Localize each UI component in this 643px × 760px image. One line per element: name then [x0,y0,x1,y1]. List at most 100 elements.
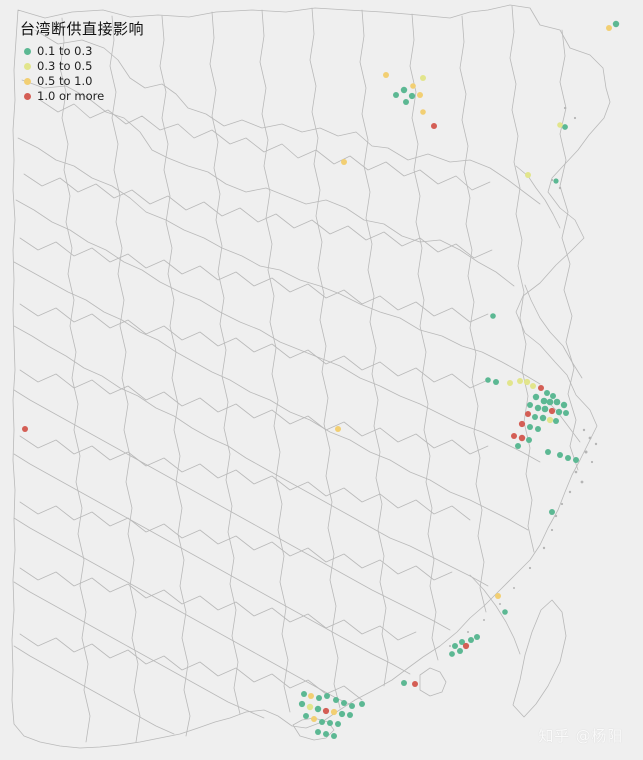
boundary-line [409,13,439,661]
islands-texture [449,106,598,647]
impact-point [540,397,548,405]
impact-point [530,383,536,389]
impact-point [341,700,347,706]
island-mark [542,546,546,550]
legend-item: 0.1 to 0.3 [24,44,220,59]
impact-point [534,404,542,412]
impact-point [462,642,470,650]
impact-point [548,407,556,415]
impact-point [527,424,533,430]
legend-title: 台湾断供直接影响 [20,20,145,38]
boundary-line [59,17,91,743]
impact-point [525,411,531,417]
impact-point [335,426,341,432]
boundary-line [259,9,291,713]
impact-point [507,380,513,386]
island-mark [574,470,578,474]
legend-item-label: 0.1 to 0.3 [37,44,93,58]
impact-point [306,703,314,711]
impact-point [330,708,338,716]
impact-point [431,123,437,129]
boundary-line [559,29,579,471]
impact-point [502,609,508,615]
boundary-line [469,574,521,655]
boundary-line [159,15,191,737]
impact-point [449,651,455,657]
impact-point [527,402,533,408]
impact-point [338,710,346,718]
island-mark [582,428,586,432]
impact-point [546,416,554,424]
boundary-line [13,581,265,719]
impact-point [612,20,620,28]
impact-point [401,680,407,686]
impact-points [22,20,620,739]
impact-point [485,377,491,383]
island-mark [568,490,572,494]
impact-point [349,703,355,709]
legend-item-label: 1.0 or more [37,89,105,103]
boundary-line [19,369,489,455]
impact-point [347,712,353,718]
boundary-line [13,325,489,587]
island-mark [573,116,577,120]
boundary-line [17,137,541,385]
island-mark [590,460,594,464]
impact-point [541,405,549,413]
boundary-line [19,303,489,389]
boundary-line [19,633,363,701]
impact-point [474,634,480,640]
impact-point [550,393,556,399]
impact-point [400,86,408,94]
impact-point [490,313,496,319]
legend-item: 0.3 to 0.5 [24,59,220,74]
impact-point [495,593,501,599]
boundary-line [109,15,141,743]
impact-point [511,433,517,439]
impact-point [324,693,330,699]
impact-point [457,648,463,654]
legend-swatch-lightyellow [24,63,31,70]
impact-point [408,92,416,100]
boundary-line [459,15,487,613]
impact-point [532,414,538,420]
boundary-line [512,599,567,718]
impact-point [335,721,341,727]
legend-item-label: 0.5 to 1.0 [37,74,93,88]
boundary-line [15,199,541,463]
legend-item: 1.0 or more [24,89,220,104]
impact-point [515,443,521,449]
island-mark [550,528,554,532]
island-mark [584,450,588,454]
boundary-line [34,29,541,205]
impact-point [523,378,531,386]
impact-point [557,452,563,458]
boundary-line [13,261,529,531]
impact-point [573,457,579,463]
island-mark [550,178,554,182]
island-mark [594,442,598,446]
impact-point [420,109,426,115]
impact-point [555,408,563,416]
impact-point [303,713,309,719]
boundary-line [292,717,335,741]
impact-point [549,509,555,515]
island-mark [528,566,532,570]
boundary-line [209,11,241,715]
island-mark [449,645,451,647]
impact-point [535,426,541,432]
coastline [11,4,611,749]
boundary-line [39,99,491,191]
legend: 台湾断供直接影响 0.1 to 0.3 0.3 to 0.5 0.5 to 1.… [10,20,220,104]
legend-swatch-green [24,48,31,55]
impact-point [518,434,526,442]
boundary-line [13,517,355,707]
boundary-line [19,237,489,323]
impact-point [468,637,474,643]
impact-point [560,401,568,409]
impact-point [322,707,330,715]
impact-point [383,72,389,78]
impact-point [359,701,365,707]
impact-point [532,393,540,401]
